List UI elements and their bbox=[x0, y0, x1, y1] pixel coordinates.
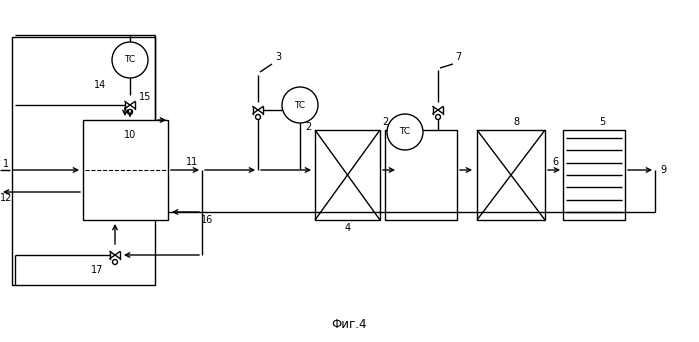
Text: 12: 12 bbox=[0, 193, 12, 203]
Text: 2: 2 bbox=[305, 122, 311, 132]
Text: Фиг.4: Фиг.4 bbox=[331, 317, 367, 330]
Text: 16: 16 bbox=[201, 215, 213, 225]
Text: 11: 11 bbox=[186, 157, 198, 167]
Text: 2: 2 bbox=[382, 117, 388, 127]
Text: 5: 5 bbox=[599, 117, 605, 127]
Circle shape bbox=[127, 109, 133, 115]
Bar bbox=[385, 130, 457, 220]
Circle shape bbox=[435, 115, 440, 119]
Text: 15: 15 bbox=[139, 92, 151, 102]
Text: 4: 4 bbox=[345, 223, 351, 233]
Circle shape bbox=[112, 42, 148, 78]
Text: 3: 3 bbox=[275, 52, 281, 62]
Bar bbox=[563, 130, 625, 220]
Text: 1: 1 bbox=[3, 159, 9, 169]
Text: 7: 7 bbox=[455, 52, 461, 62]
Bar bbox=[12, 37, 155, 285]
Circle shape bbox=[256, 115, 261, 119]
Bar bbox=[83, 120, 168, 220]
Text: 9: 9 bbox=[660, 165, 666, 175]
Text: 8: 8 bbox=[513, 117, 519, 127]
Circle shape bbox=[387, 114, 423, 150]
Text: 17: 17 bbox=[91, 265, 103, 275]
Text: 6: 6 bbox=[552, 157, 558, 167]
Circle shape bbox=[282, 87, 318, 123]
Circle shape bbox=[113, 260, 117, 264]
Bar bbox=[315, 130, 380, 220]
Text: TC: TC bbox=[399, 128, 410, 136]
Bar bbox=[477, 130, 545, 220]
Text: TC: TC bbox=[124, 55, 136, 65]
Text: 14: 14 bbox=[94, 80, 106, 90]
Text: TC: TC bbox=[294, 101, 305, 109]
Text: 10: 10 bbox=[124, 130, 136, 140]
